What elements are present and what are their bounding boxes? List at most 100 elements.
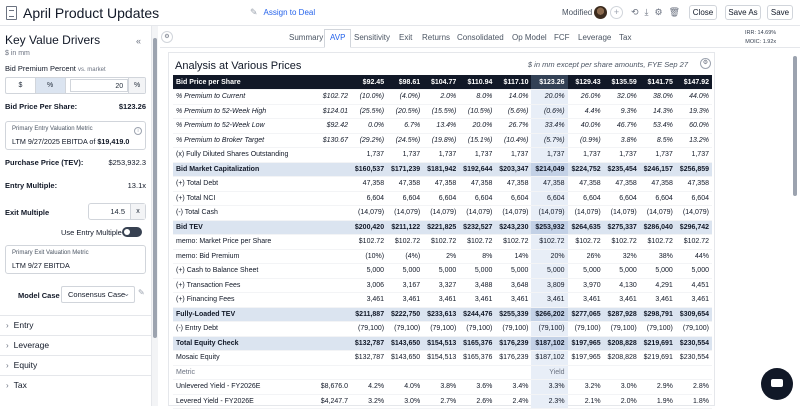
table-cell[interactable]: 6,604 — [675, 191, 712, 206]
table-cell[interactable]: 8.5% — [639, 133, 676, 148]
collapse-panel-icon[interactable]: « — [136, 36, 142, 46]
scrollbar-thumb[interactable] — [153, 38, 157, 338]
table-cell[interactable]: $104.77 — [423, 75, 460, 90]
table-cell[interactable]: $230,554 — [675, 350, 712, 366]
save-as-button[interactable]: Save As — [725, 5, 761, 20]
table-cell[interactable]: (14,079) — [603, 205, 640, 221]
table-cell[interactable]: (79,100) — [351, 321, 388, 337]
table-cell[interactable]: 3,970 — [567, 278, 604, 293]
table-cell[interactable]: 3,461 — [639, 292, 676, 308]
table-cell[interactable]: $208,828 — [603, 350, 640, 366]
table-cell[interactable]: $286,040 — [639, 220, 676, 235]
table-cell[interactable]: 6,604 — [603, 191, 640, 206]
table-cell[interactable]: (x) Fully Diluted Shares Outstanding — [173, 147, 301, 163]
table-cell[interactable]: % Premium to 52-Week Low — [173, 118, 301, 134]
table-cell[interactable]: 14.0% — [495, 89, 532, 105]
table-cell[interactable]: (0.9%) — [567, 133, 604, 148]
table-cell[interactable]: $197,965 — [567, 350, 604, 366]
table-cell[interactable]: $117.10 — [495, 75, 532, 90]
table-cell[interactable]: 4.2% — [351, 379, 388, 395]
table-cell[interactable]: $92.45 — [351, 75, 388, 90]
assign-to-deal-button[interactable]: ✎ Assign to Deal — [250, 7, 315, 18]
save-button[interactable]: Save — [767, 5, 793, 20]
avatar[interactable] — [594, 6, 607, 19]
table-cell[interactable]: 32.0% — [603, 89, 640, 105]
table-cell[interactable] — [351, 365, 388, 380]
table-cell[interactable]: $132,787 — [351, 336, 388, 351]
table-cell[interactable]: Bid Price per Share — [173, 75, 301, 90]
table-cell[interactable]: 1,737 — [675, 147, 712, 163]
tab-fcf[interactable]: FCF — [554, 33, 570, 42]
table-cell[interactable]: 1,737 — [531, 147, 568, 163]
table-cell[interactable]: $309,654 — [675, 307, 712, 322]
percent-toggle[interactable]: % — [35, 78, 66, 93]
edit-case-icon[interactable]: ✎ — [138, 288, 145, 297]
table-cell[interactable] — [301, 191, 351, 206]
tabs-settings-icon[interactable]: ⚙ — [161, 31, 173, 43]
table-cell[interactable]: 4.0% — [387, 379, 424, 395]
table-cell[interactable] — [387, 365, 424, 380]
table-cell[interactable] — [459, 365, 496, 380]
table-cell[interactable] — [301, 205, 351, 221]
table-cell[interactable] — [603, 365, 640, 380]
tab-exit[interactable]: Exit — [399, 33, 413, 42]
table-cell[interactable]: 6,604 — [351, 191, 388, 206]
table-cell[interactable]: 3,461 — [603, 292, 640, 308]
table-cell[interactable]: 5,000 — [459, 263, 496, 279]
info-icon[interactable]: i — [134, 127, 142, 135]
model-case-select[interactable]: Consensus Case ⌄ — [61, 286, 135, 303]
table-cell[interactable] — [639, 365, 676, 380]
table-cell[interactable]: (0.6%) — [531, 104, 568, 119]
table-cell[interactable]: $203,347 — [495, 162, 532, 177]
table-cell[interactable]: (79,100) — [387, 321, 424, 337]
settings-icon[interactable]: ⚙ — [654, 7, 663, 17]
table-cell[interactable]: $160,537 — [351, 162, 388, 177]
table-cell[interactable]: $264,635 — [567, 220, 604, 235]
table-cell[interactable]: $296,742 — [675, 220, 712, 235]
table-cell[interactable] — [301, 321, 351, 337]
table-cell[interactable]: $98.61 — [387, 75, 424, 90]
table-cell[interactable]: (+) Cash to Balance Sheet — [173, 263, 301, 279]
table-cell[interactable]: $275,337 — [603, 220, 640, 235]
table-cell[interactable]: 13.4% — [423, 118, 460, 134]
history-icon[interactable]: ⟲ — [631, 7, 639, 17]
exit-metric-select[interactable]: Primary Exit Valuation Metric LTM 9/27 E… — [5, 245, 146, 274]
table-cell[interactable]: (+) Total Debt — [173, 176, 301, 192]
table-cell[interactable]: $266,202 — [531, 307, 568, 322]
table-cell[interactable]: 3,461 — [351, 292, 388, 308]
table-cell[interactable]: $233,613 — [423, 307, 460, 322]
table-cell[interactable]: 47,358 — [675, 176, 712, 192]
table-cell[interactable]: $253,932 — [531, 220, 568, 235]
table-cell[interactable] — [423, 365, 460, 380]
document-title[interactable]: April Product Updates — [23, 5, 160, 21]
table-cell[interactable]: $102.72 — [639, 234, 676, 250]
table-cell[interactable]: $102.72 — [387, 234, 424, 250]
chat-button[interactable] — [761, 368, 793, 400]
table-cell[interactable]: (-) Entry Debt — [173, 321, 301, 337]
table-cell[interactable]: 3.8% — [603, 133, 640, 148]
table-cell[interactable]: $246,157 — [639, 162, 676, 177]
table-cell[interactable]: (19.8%) — [423, 133, 460, 148]
table-cell[interactable]: (14,079) — [387, 205, 424, 221]
table-cell[interactable]: $197,965 — [567, 336, 604, 351]
table-cell[interactable] — [301, 249, 351, 264]
table-cell[interactable]: $135.59 — [603, 75, 640, 90]
table-cell[interactable]: 6,604 — [459, 191, 496, 206]
table-cell[interactable]: 1,737 — [495, 147, 532, 163]
table-cell[interactable]: 1,737 — [603, 147, 640, 163]
table-cell[interactable]: (29.2%) — [351, 133, 388, 148]
scrollbar-thumb[interactable] — [793, 56, 797, 196]
table-cell[interactable]: % Premium to Broker Target — [173, 133, 301, 148]
table-cell[interactable]: $130.67 — [301, 133, 351, 148]
tab-sensitivity[interactable]: Sensitivity — [354, 33, 391, 42]
table-cell[interactable]: $102.72 — [495, 234, 532, 250]
table-cell[interactable]: 20.0% — [459, 118, 496, 134]
download-icon[interactable]: ⤓ — [644, 7, 649, 17]
table-cell[interactable]: 3,461 — [567, 292, 604, 308]
table-cell[interactable]: % Premium to 52-Week High — [173, 104, 301, 119]
table-cell[interactable]: (25.5%) — [351, 104, 388, 119]
table-cell[interactable]: 3,461 — [495, 292, 532, 308]
table-cell[interactable]: 5,000 — [603, 263, 640, 279]
table-cell[interactable] — [301, 162, 351, 177]
left-scrollbar[interactable] — [152, 26, 158, 406]
